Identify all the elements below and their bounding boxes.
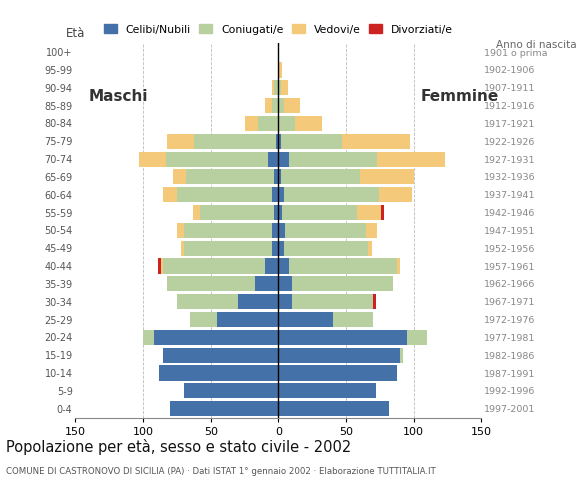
Bar	[158, 258, 161, 274]
Bar	[281, 80, 288, 96]
Bar	[281, 169, 360, 184]
Bar	[278, 258, 289, 274]
Bar	[164, 187, 177, 203]
Text: Popolazione per età, sesso e stato civile - 2002: Popolazione per età, sesso e stato civil…	[6, 439, 351, 455]
Bar	[400, 348, 403, 363]
Bar	[200, 205, 274, 220]
Bar	[377, 152, 445, 167]
Bar	[278, 294, 292, 309]
Bar	[173, 169, 186, 184]
Text: Età: Età	[66, 26, 85, 40]
Bar	[181, 240, 184, 256]
Bar	[274, 80, 278, 96]
Bar	[177, 294, 238, 309]
Bar	[160, 365, 278, 381]
Bar	[373, 294, 376, 309]
Bar	[278, 98, 284, 113]
Bar	[154, 330, 278, 345]
Bar	[184, 240, 271, 256]
Bar	[278, 134, 281, 149]
Bar	[381, 205, 384, 220]
Bar	[368, 240, 372, 256]
Bar	[170, 401, 278, 416]
Bar	[274, 205, 278, 220]
Bar	[276, 134, 278, 149]
Text: COMUNE DI CASTRONOVO DI SICILIA (PA) · Dati ISTAT 1° gennaio 2002 · Elaborazione: COMUNE DI CASTRONOVO DI SICILIA (PA) · D…	[6, 467, 436, 476]
Bar	[284, 98, 300, 113]
Bar	[289, 152, 377, 167]
Bar	[278, 365, 397, 381]
Bar	[278, 312, 332, 327]
Bar	[367, 223, 377, 238]
Bar	[245, 116, 258, 131]
Bar	[379, 187, 412, 203]
Bar	[278, 116, 295, 131]
Bar	[284, 240, 368, 256]
Bar	[194, 134, 276, 149]
Bar	[161, 258, 164, 274]
Bar	[397, 258, 400, 274]
Bar	[281, 134, 342, 149]
Bar	[278, 240, 284, 256]
Bar	[177, 187, 271, 203]
Bar	[282, 205, 357, 220]
Bar	[278, 401, 389, 416]
Bar	[271, 223, 278, 238]
Bar	[278, 383, 376, 398]
Bar	[278, 205, 282, 220]
Bar	[278, 276, 292, 291]
Bar	[292, 294, 373, 309]
Bar	[164, 258, 265, 274]
Bar	[274, 169, 278, 184]
Bar	[278, 348, 400, 363]
Bar	[139, 152, 166, 167]
Bar	[166, 152, 267, 167]
Bar	[164, 348, 278, 363]
Bar	[168, 276, 255, 291]
Bar	[186, 169, 274, 184]
Bar	[332, 312, 373, 327]
Bar	[258, 116, 278, 131]
Text: Femmine: Femmine	[420, 89, 499, 104]
Bar	[278, 80, 281, 96]
Bar	[278, 152, 289, 167]
Bar	[267, 152, 278, 167]
Bar	[184, 223, 271, 238]
Bar	[342, 134, 409, 149]
Bar	[292, 276, 393, 291]
Bar	[255, 276, 278, 291]
Bar	[177, 223, 184, 238]
Legend: Celibi/Nubili, Coniugati/e, Vedovi/e, Divorziati/e: Celibi/Nubili, Coniugati/e, Vedovi/e, Di…	[104, 24, 453, 35]
Bar	[295, 116, 322, 131]
Text: Maschi: Maschi	[89, 89, 148, 104]
Bar	[238, 294, 278, 309]
Bar	[271, 187, 278, 203]
Bar	[271, 80, 274, 96]
Bar	[168, 134, 194, 149]
Bar	[285, 223, 367, 238]
Bar	[284, 187, 379, 203]
Bar	[278, 187, 284, 203]
Bar	[218, 312, 278, 327]
Bar	[265, 98, 271, 113]
Bar	[278, 62, 282, 78]
Bar	[289, 258, 397, 274]
Bar	[357, 205, 381, 220]
Bar	[278, 169, 281, 184]
Bar	[190, 312, 218, 327]
Bar	[193, 205, 200, 220]
Bar	[278, 330, 407, 345]
Bar	[265, 258, 278, 274]
Bar	[271, 240, 278, 256]
Bar	[407, 330, 427, 345]
Text: Anno di nascita: Anno di nascita	[496, 40, 577, 50]
Bar	[360, 169, 414, 184]
Bar	[184, 383, 278, 398]
Bar	[271, 98, 278, 113]
Bar	[143, 330, 154, 345]
Bar	[278, 223, 285, 238]
